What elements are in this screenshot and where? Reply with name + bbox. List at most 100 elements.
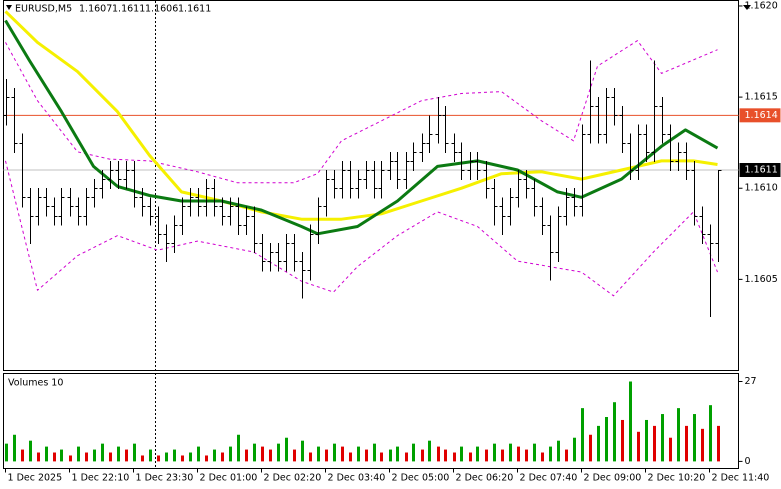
ohlc-bar <box>667 124 674 172</box>
ohlc-bar <box>539 197 546 235</box>
ohlc-bar <box>163 224 170 263</box>
ohlc-bar <box>442 106 449 153</box>
ohlc-bar <box>435 97 442 144</box>
volume-tick-label: 0 <box>745 456 751 467</box>
ohlc-bar <box>259 233 266 272</box>
x-tick-label: 2 Dec 10:20 <box>648 473 706 484</box>
ohlc-bar <box>555 206 562 263</box>
y-tick-label: 1.1610 <box>745 183 778 194</box>
ohlc-bar <box>187 188 194 217</box>
ohlc-bar <box>307 224 314 281</box>
ohlc-bar <box>155 206 162 244</box>
ohlc-bar <box>67 188 74 217</box>
ohlc-bar <box>211 179 218 217</box>
ohlc-bar <box>323 170 330 217</box>
bollinger-band <box>5 40 718 184</box>
ohlc-bar <box>426 115 433 153</box>
x-tick-label: 1 Dec 23:30 <box>136 473 194 484</box>
ohlc-bar <box>75 197 82 226</box>
ohlc-bar <box>51 197 58 226</box>
ohlc-bar <box>458 142 465 181</box>
ohlc-bar <box>491 179 498 226</box>
ohlc-bar <box>363 160 370 190</box>
x-tick-label: 2 Dec 06:20 <box>456 473 514 484</box>
ohlc-bar <box>675 142 682 172</box>
ohlc-bar <box>483 160 490 199</box>
level-label: 1.1614 <box>745 110 778 121</box>
x-tick-label: 1 Dec 22:10 <box>72 473 130 484</box>
ohlc-bar <box>115 160 122 190</box>
ohlc-bar <box>235 197 242 235</box>
ohlc-bar <box>43 188 50 217</box>
current-price-label: 1.1611 <box>745 165 778 176</box>
ohlc-bar <box>251 206 258 254</box>
ohlc-bar <box>387 151 394 181</box>
chart-title: EURUSD,M5 <box>15 4 72 15</box>
ohlc-bar <box>371 160 378 199</box>
ohlc-bar <box>339 160 346 199</box>
ohlc-bar <box>603 87 610 144</box>
header-high: 1.1611 <box>112 4 145 15</box>
scale-toggle[interactable] <box>743 5 751 10</box>
ohlc-bar <box>499 197 506 235</box>
ohlc-bar <box>611 87 618 126</box>
ohlc-bar <box>131 160 138 208</box>
ohlc-bar <box>147 197 154 226</box>
ohlc-bar <box>683 142 690 181</box>
ohlc-bar <box>691 160 698 226</box>
moving-average <box>4 10 718 221</box>
ohlc-bar <box>195 188 202 217</box>
ohlc-bar <box>347 160 354 199</box>
ohlc-bar <box>35 188 42 226</box>
ohlc-bar <box>3 78 10 126</box>
header-close: 1.1611 <box>178 4 211 15</box>
x-tick-label: 2 Dec 07:40 <box>520 473 578 484</box>
ohlc-bar <box>523 170 530 199</box>
ohlc-bar <box>299 252 306 299</box>
ohlc-bar <box>403 151 410 190</box>
x-tick-label: 2 Dec 01:00 <box>200 473 258 484</box>
volume-title: Volumes 10 <box>8 378 63 389</box>
ohlc-bar <box>19 133 26 208</box>
moving-average <box>4 19 719 236</box>
ohlc-bar <box>107 160 114 190</box>
ohlc-bar <box>227 197 234 226</box>
ohlc-bar <box>11 87 18 153</box>
ohlc-bar <box>595 97 602 144</box>
ohlc-bar <box>507 188 514 226</box>
ohlc-bar <box>659 97 666 144</box>
ohlc-bar <box>267 242 274 272</box>
level-label-box <box>739 108 781 123</box>
ohlc-bar <box>410 142 417 172</box>
ohlc-bar <box>58 188 65 226</box>
ohlc-bar <box>99 170 106 199</box>
ohlc-bar <box>378 160 385 199</box>
header-low: 1.1606 <box>145 4 178 15</box>
ohlc-bar <box>474 151 481 181</box>
bollinger-band <box>5 160 718 297</box>
current-price-box <box>739 163 781 178</box>
x-tick-label: 1 Dec 2025 <box>8 473 63 484</box>
ohlc-bar <box>203 179 210 217</box>
price-pane-border <box>3 0 739 371</box>
y-tick-label: 1.1605 <box>745 274 778 285</box>
ohlc-bar <box>243 206 250 235</box>
y-tick-label: 1.1620 <box>745 0 778 11</box>
ohlc-bar <box>571 188 578 217</box>
ohlc-bar <box>643 124 650 162</box>
ohlc-bar <box>219 197 226 226</box>
header-open: 1.1607 <box>79 4 112 15</box>
ohlc-bar <box>179 197 186 235</box>
ohlc-bar <box>171 215 178 254</box>
chart-header: EURUSD,M5 1.1607 1.1611 1.1606 1.1611 <box>6 4 211 15</box>
ohlc-bar <box>515 170 522 208</box>
y-tick-label: 1.1615 <box>745 92 778 103</box>
x-tick-label: 2 Dec 03:40 <box>328 473 386 484</box>
ohlc-bar <box>635 124 642 181</box>
ohlc-bar <box>291 233 298 272</box>
x-tick-label: 2 Dec 02:20 <box>264 473 322 484</box>
ohlc-bar <box>563 188 570 226</box>
